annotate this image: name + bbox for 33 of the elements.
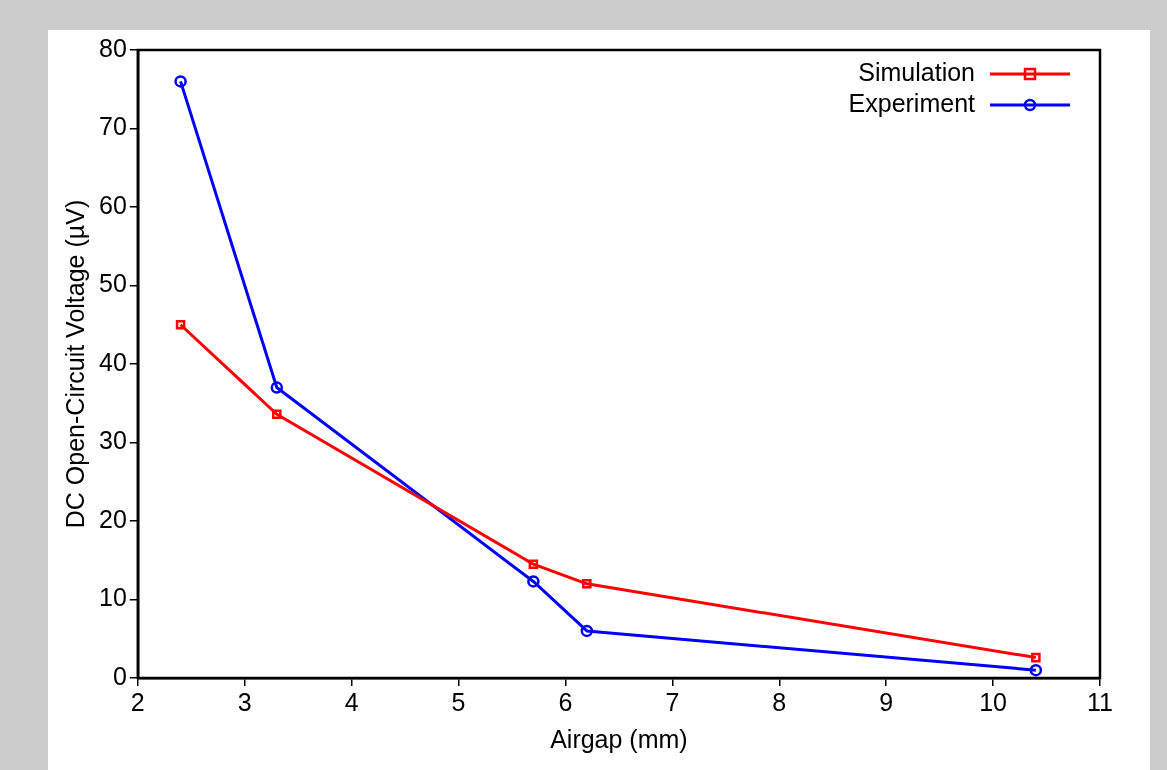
x-tick-label: 4 <box>344 687 359 716</box>
x-tick-label: 2 <box>130 687 145 716</box>
point <box>174 75 187 88</box>
point <box>175 319 186 330</box>
y-tick-label: 0 <box>112 661 127 690</box>
x-tick-label: 6 <box>558 687 573 716</box>
point <box>1029 663 1043 677</box>
y-axis-title: DC Open-Circuit Voltage (µV) <box>60 199 89 529</box>
x-tick-label: 7 <box>665 687 680 716</box>
point <box>527 575 540 588</box>
x-tick-label: 10 <box>979 687 1007 716</box>
x-tick-label: 3 <box>237 687 252 716</box>
x-tick-label: 5 <box>451 687 466 716</box>
point <box>580 624 594 638</box>
legend-label: Simulation <box>858 57 975 86</box>
y-tick-label: 30 <box>99 426 127 455</box>
point <box>1031 652 1041 663</box>
point <box>272 409 282 420</box>
x-axis-title: Airgap (mm) <box>550 724 688 753</box>
legend-label: Experiment <box>848 88 976 117</box>
x-tick-label: 8 <box>772 687 787 716</box>
y-tick-label: 50 <box>99 269 127 298</box>
x-tick-label: 11 <box>1087 687 1113 716</box>
point <box>582 579 592 589</box>
y-tick-label: 40 <box>99 347 127 376</box>
point <box>528 559 539 569</box>
y-tick-label: 60 <box>99 190 127 219</box>
x-tick-label: 9 <box>879 687 894 716</box>
y-tick-label: 20 <box>99 504 127 533</box>
y-tick-label: 70 <box>99 112 127 141</box>
y-tick-label: 80 <box>99 33 127 62</box>
y-tick-label: 10 <box>99 583 127 612</box>
point <box>270 381 284 394</box>
